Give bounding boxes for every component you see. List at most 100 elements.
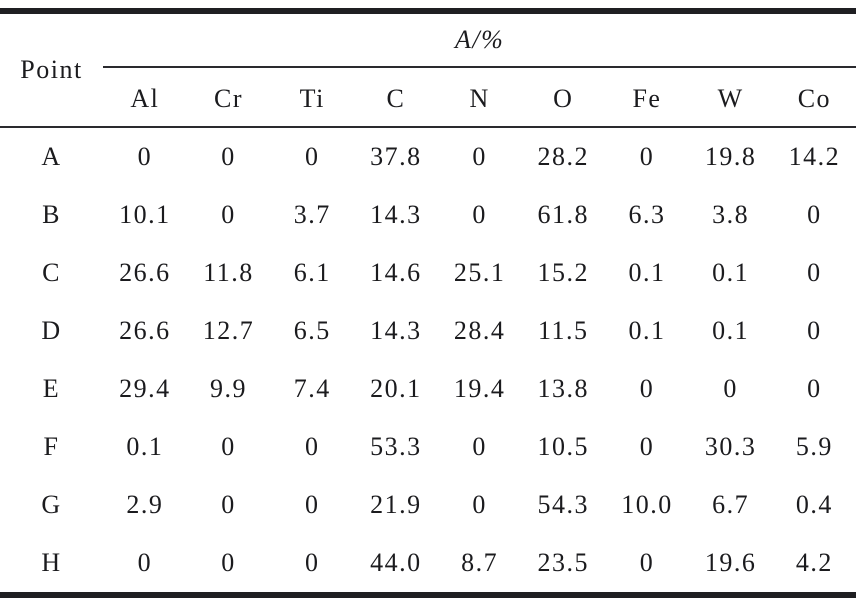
row-label: F — [43, 432, 60, 461]
column-header-o: O — [521, 67, 606, 128]
column-header-co: Co — [772, 67, 856, 128]
value-cell: 7.4 — [293, 374, 331, 403]
value-cell: 14.6 — [370, 258, 422, 287]
group-header-row: Point A/% — [0, 11, 856, 128]
row-label: C — [42, 258, 61, 287]
column-header-w: W — [688, 67, 773, 128]
value-cell: 0 — [304, 490, 320, 519]
value-cell: 15.2 — [537, 258, 590, 287]
value-cell: 20.1 — [370, 374, 422, 403]
value-cell: 19.4 — [453, 374, 506, 403]
value-cell: 0 — [472, 490, 487, 519]
table-row: H 0 0 0 44.0 8.7 23.5 0 19.6 4.2 — [0, 534, 856, 595]
row-label: D — [41, 316, 62, 345]
value-cell: 0 — [304, 432, 320, 461]
value-cell: 10.1 — [119, 200, 171, 229]
column-header-fe: Fe — [605, 67, 689, 128]
value-cell: 0 — [807, 200, 822, 229]
value-cell: 11.5 — [538, 316, 589, 345]
row-label: B — [42, 200, 61, 229]
value-cell: 0 — [221, 200, 236, 229]
value-cell: 0.1 — [628, 316, 666, 345]
value-cell: 0 — [639, 374, 655, 403]
value-cell: 6.3 — [628, 200, 666, 229]
value-cell: 28.2 — [537, 142, 590, 171]
group-header-a-percent: A/% — [103, 11, 856, 68]
value-cell: 0 — [137, 548, 153, 577]
table-row: G 2.9 0 0 21.9 0 54.3 10.0 6.7 0.4 — [0, 476, 856, 534]
column-header-al: Al — [103, 67, 187, 128]
value-cell: 6.5 — [293, 316, 331, 345]
row-label: G — [41, 490, 62, 519]
value-cell: 11.8 — [203, 258, 254, 287]
value-cell: 25.1 — [453, 258, 506, 287]
table-row: D 26.6 12.7 6.5 14.3 28.4 11.5 0.1 0.1 0 — [0, 302, 856, 360]
table-body: A 0 0 0 37.8 0 28.2 0 19.8 14.2 B 10.1 0 3.7 14.3 0 61.8… — [0, 127, 856, 595]
value-cell: 4.2 — [795, 548, 833, 577]
value-cell: 0.1 — [628, 258, 666, 287]
value-cell: 29.4 — [119, 374, 171, 403]
value-cell: 0 — [723, 374, 738, 403]
table-row: B 10.1 0 3.7 14.3 0 61.8 6.3 3.8 0 — [0, 186, 856, 244]
value-cell: 0 — [807, 316, 822, 345]
value-cell: 0.1 — [712, 258, 750, 287]
value-cell: 10.0 — [621, 490, 673, 519]
value-cell: 13.8 — [537, 374, 590, 403]
value-cell: 19.6 — [704, 548, 757, 577]
value-cell: 0 — [472, 432, 487, 461]
value-cell: 19.8 — [704, 142, 757, 171]
table-row: E 29.4 9.9 7.4 20.1 19.4 13.8 0 0 0 — [0, 360, 856, 418]
value-cell: 26.6 — [119, 258, 171, 287]
value-cell: 0 — [304, 142, 320, 171]
value-cell: 21.9 — [370, 490, 422, 519]
value-cell: 3.7 — [293, 200, 331, 229]
value-cell: 0 — [472, 142, 487, 171]
value-cell: 14.3 — [370, 316, 422, 345]
column-header-ti: Ti — [270, 67, 355, 128]
corner-header-point: Point — [0, 11, 103, 128]
value-cell: 0.1 — [126, 432, 164, 461]
value-cell: 14.2 — [788, 142, 841, 171]
value-cell: 0 — [807, 374, 822, 403]
column-header-cr: Cr — [186, 67, 271, 128]
column-header-n: N — [437, 67, 522, 128]
value-cell: 6.7 — [712, 490, 750, 519]
row-label: H — [41, 548, 62, 577]
value-cell: 3.8 — [712, 200, 750, 229]
value-cell: 26.6 — [119, 316, 171, 345]
value-cell: 9.9 — [210, 374, 248, 403]
value-cell: 0 — [221, 548, 236, 577]
value-cell: 0 — [807, 258, 822, 287]
value-cell: 53.3 — [370, 432, 422, 461]
value-cell: 61.8 — [537, 200, 590, 229]
value-cell: 5.9 — [795, 432, 833, 461]
value-cell: 0 — [639, 142, 655, 171]
value-cell: 30.3 — [704, 432, 757, 461]
value-cell: 23.5 — [537, 548, 590, 577]
value-cell: 0 — [639, 432, 655, 461]
value-cell: 37.8 — [370, 142, 422, 171]
value-cell: 0 — [137, 142, 153, 171]
composition-table: Point A/% Al Cr Ti C N O Fe W Co A 0 0 0 37.… — [0, 8, 856, 598]
value-cell: 0 — [221, 142, 236, 171]
value-cell: 0 — [221, 432, 236, 461]
value-cell: 44.0 — [370, 548, 422, 577]
value-cell: 6.1 — [293, 258, 331, 287]
value-cell: 2.9 — [126, 490, 164, 519]
column-header-row: Al Cr Ti C N O Fe W Co — [0, 67, 856, 128]
value-cell: 8.7 — [461, 548, 499, 577]
value-cell: 0 — [221, 490, 236, 519]
value-cell: 54.3 — [537, 490, 590, 519]
table-row: C 26.6 11.8 6.1 14.6 25.1 15.2 0.1 0.1 0 — [0, 244, 856, 302]
row-label: A — [41, 142, 62, 171]
value-cell: 0 — [472, 200, 487, 229]
table-row: F 0.1 0 0 53.3 0 10.5 0 30.3 5.9 — [0, 418, 856, 476]
value-cell: 14.3 — [370, 200, 422, 229]
column-header-c: C — [354, 67, 438, 128]
value-cell: 10.5 — [537, 432, 590, 461]
value-cell: 28.4 — [453, 316, 506, 345]
value-cell: 0.4 — [795, 490, 833, 519]
row-label: E — [42, 374, 61, 403]
value-cell: 0.1 — [712, 316, 750, 345]
value-cell: 12.7 — [202, 316, 255, 345]
